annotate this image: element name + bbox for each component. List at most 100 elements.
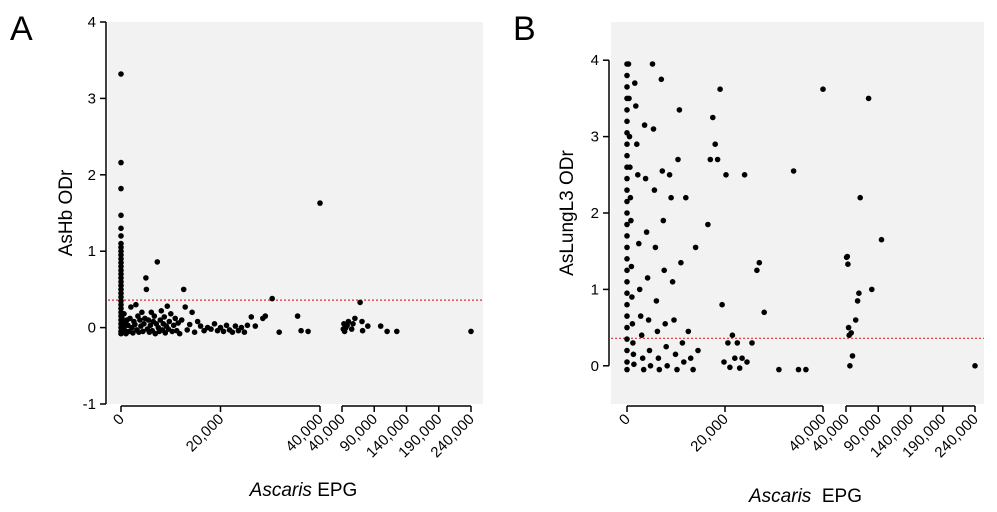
data-point [154,259,161,265]
data-point [194,318,201,325]
y-tick-label: 3 [591,129,599,146]
data-points [118,71,474,337]
data-point [624,244,630,251]
data-point [118,294,124,300]
data-point [624,255,630,262]
x-axis-title: Ascaris EPG [748,486,862,507]
y-tick-label: 4 [88,14,96,31]
data-point [248,314,255,320]
data-point [638,332,645,339]
data-point [624,84,630,90]
y-tick-label: 2 [88,167,96,184]
data-point [736,365,743,371]
data-point [630,351,637,358]
data-point [118,185,124,192]
data-point [624,324,630,331]
data-point [252,323,259,329]
panel-letter: A [10,10,33,48]
data-point [744,359,750,365]
data-point [669,279,676,285]
data-point [676,107,683,113]
data-point [633,103,639,109]
data-point [756,259,763,266]
data-point [666,172,673,178]
data-point [211,321,218,327]
data-point [641,122,648,128]
data-point [629,321,636,327]
y-tick-label: 3 [88,90,96,107]
x-axis-title: Ascaris EPG [249,480,358,501]
data-point [305,328,311,335]
data-point [384,328,390,335]
data-point [690,366,696,373]
data-point [191,329,198,336]
data-point [132,321,138,328]
data-point [625,61,632,67]
data-point [629,294,635,300]
data-point [624,301,630,308]
data-point [642,175,649,182]
data-point [632,80,638,86]
data-point [845,261,851,268]
data-point [795,366,802,373]
data-point [848,330,854,336]
data-point [624,141,630,147]
y-axis-title: AsHb ODr [56,169,77,256]
data-point [707,156,714,163]
x-axis-title-rest: EPG [811,486,862,507]
data-point [232,323,239,329]
data-point [121,311,127,317]
x-tick-label: 0 [110,411,128,429]
data-point [186,321,193,328]
data-point [790,168,797,174]
data-point [847,363,853,369]
data-point [679,340,686,346]
data-point [692,244,699,251]
data-point [655,355,662,362]
data-point [650,126,657,132]
data-point [719,301,725,308]
data-point [128,304,134,310]
data-point [118,255,124,262]
data-point [659,168,666,174]
data-point [869,286,875,293]
data-point [624,290,630,297]
data-point [636,240,642,247]
data-point [661,267,667,274]
x-tick-label: 20,000 [183,411,227,455]
data-point [727,364,733,371]
y-tick-label: 2 [591,205,599,222]
data-point [854,298,861,304]
y-tick-label: 0 [591,358,599,375]
data-point [140,328,146,335]
data-point [635,172,641,178]
data-point [725,340,731,346]
data-point [624,210,630,216]
data-point [624,107,630,113]
data-point [176,330,183,337]
data-point [626,133,633,140]
data-point [658,76,665,83]
data-point [972,363,978,369]
data-point [624,279,630,285]
y-tick-label: -1 [83,396,96,413]
data-point [170,322,177,329]
data-point [223,322,230,329]
data-point [262,313,269,319]
data-point [118,275,124,281]
data-point [357,299,363,306]
data-point [241,329,248,336]
data-point [631,361,637,368]
y-tick-label: 1 [591,281,599,298]
data-point [317,200,323,206]
data-point [664,363,670,369]
data-point [776,366,782,373]
data-point [118,225,124,232]
data-point [678,259,684,266]
data-point [365,323,371,329]
data-point [628,217,634,224]
data-point [151,313,158,319]
data-point [749,340,755,346]
data-point [164,303,171,310]
